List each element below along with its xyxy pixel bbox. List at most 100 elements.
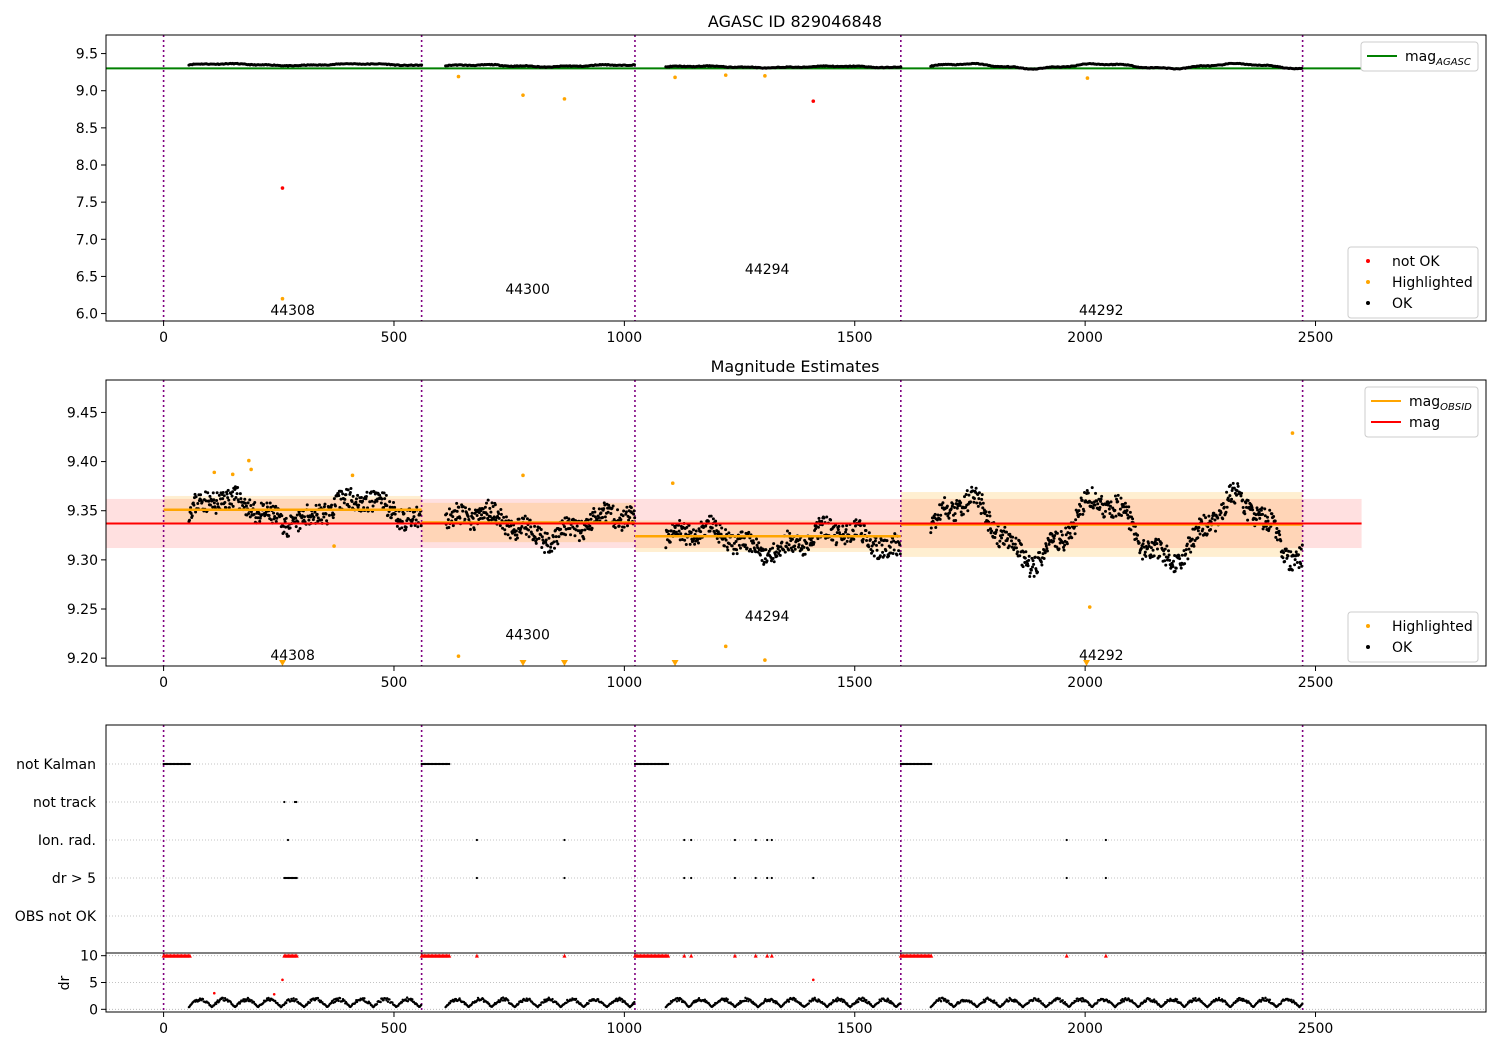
ok-point: [1250, 506, 1254, 510]
ok-point: [980, 493, 984, 497]
flag-point: [754, 838, 757, 842]
ok-point: [1172, 559, 1176, 563]
ok-point: [774, 550, 778, 554]
ok-point: [897, 549, 901, 553]
ok-point: [343, 497, 347, 501]
dr-ok-point: [375, 1002, 379, 1006]
ok-point: [1111, 515, 1115, 519]
ok-point: [1226, 496, 1230, 500]
ok-point: [1284, 547, 1288, 551]
dr-clipped-marker: [294, 953, 299, 958]
ok-point: [632, 509, 636, 513]
dr-ok-point: [984, 999, 987, 1003]
ok-point: [503, 528, 507, 532]
dr-ok-point: [400, 1001, 404, 1004]
ok-point: [419, 524, 423, 528]
ok-point: [1295, 560, 1299, 564]
ok-point: [221, 497, 225, 501]
ok-point: [1290, 568, 1294, 572]
ok-point: [275, 512, 279, 516]
ok-point: [1243, 512, 1247, 516]
ok-point: [809, 538, 813, 542]
ok-point: [1179, 566, 1183, 570]
ok-point: [342, 501, 346, 505]
ok-point: [780, 540, 784, 544]
ok-point: [590, 526, 594, 530]
ok-point: [562, 525, 566, 529]
ok-point: [280, 514, 284, 518]
ok-point: [719, 532, 723, 536]
ok-point: [1016, 550, 1020, 554]
ok-point: [841, 524, 845, 528]
ok-point: [1099, 497, 1103, 501]
ok-point: [1235, 489, 1239, 493]
ok-point: [525, 517, 529, 521]
ok-point: [480, 513, 484, 517]
ok-point: [238, 492, 242, 496]
ok-point: [242, 505, 246, 509]
ok-point: [254, 516, 258, 520]
ok-point: [777, 551, 781, 555]
dr-ok-point: [517, 1002, 520, 1005]
ok-point: [204, 499, 208, 503]
ok-point: [392, 500, 396, 504]
ok-point: [613, 526, 617, 530]
y-tick-label: 7.5: [76, 195, 98, 211]
ok-point: [194, 495, 198, 499]
ok-point: [1118, 507, 1122, 511]
ok-point: [699, 530, 703, 534]
ok-point: [375, 499, 379, 503]
ok-point: [731, 552, 735, 556]
ok-point: [835, 531, 839, 535]
ok-point: [603, 515, 607, 519]
ok-point: [1147, 544, 1151, 548]
ok-point: [1109, 500, 1113, 504]
ok-point: [1275, 527, 1279, 531]
dr-ok-point: [252, 1000, 256, 1004]
ok-point: [1180, 553, 1184, 557]
ok-point: [415, 505, 419, 509]
ok-point: [1239, 494, 1243, 498]
ok-point: [1270, 512, 1274, 516]
ok-point: [273, 514, 277, 518]
dr-ok-point: [939, 1000, 943, 1003]
ok-point: [385, 504, 389, 508]
ok-point: [371, 504, 375, 508]
ok-point: [1101, 512, 1105, 516]
ok-point: [1183, 562, 1187, 566]
obsid-label: 44294: [745, 609, 790, 625]
ok-point: [622, 525, 626, 529]
ok-point: [1115, 497, 1119, 501]
ok-point: [974, 486, 978, 490]
ok-point: [217, 493, 221, 497]
ok-point: [1288, 564, 1292, 568]
ok-point: [892, 539, 896, 543]
ok-point: [1196, 529, 1200, 533]
not-ok-point: [811, 99, 816, 103]
ok-point: [215, 499, 219, 503]
ok-point: [1122, 505, 1126, 509]
ok-point: [724, 538, 728, 542]
ok-point: [898, 552, 902, 556]
ok-point: [1131, 517, 1135, 521]
ok-point: [858, 519, 862, 523]
ok-point: [1040, 563, 1044, 567]
ok-point: [895, 553, 899, 557]
ok-point: [196, 501, 200, 505]
ok-point: [772, 542, 776, 546]
ok-point: [814, 527, 818, 531]
ok-point: [547, 536, 551, 540]
ok-point: [589, 517, 593, 521]
ok-point: [496, 514, 500, 518]
ok-point: [510, 531, 514, 535]
dr-ok-point: [539, 1003, 542, 1007]
ok-point: [317, 503, 321, 507]
ok-point: [1146, 547, 1150, 551]
ok-point: [356, 493, 360, 497]
ok-point: [1029, 568, 1033, 572]
ok-point: [1031, 559, 1035, 563]
ok-point: [1070, 536, 1074, 540]
ok-point: [485, 501, 489, 505]
ok-point: [1187, 547, 1191, 551]
ok-point: [199, 493, 203, 497]
